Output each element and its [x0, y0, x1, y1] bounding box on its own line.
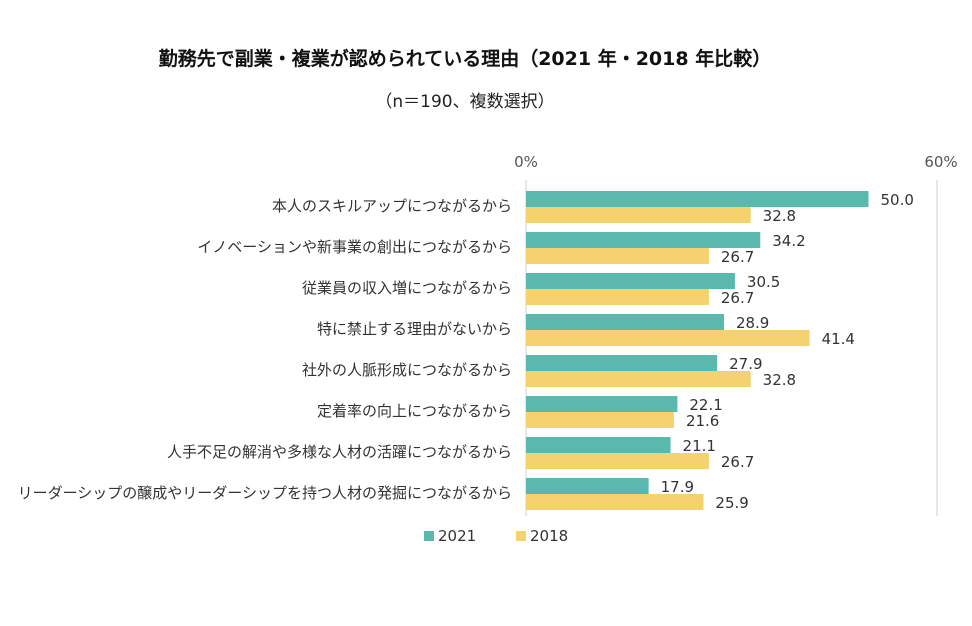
- bar-2018: [526, 494, 704, 510]
- bar-2018: [526, 289, 709, 305]
- value-label: 25.9: [715, 494, 748, 512]
- value-label: 26.7: [721, 289, 754, 307]
- bar-2018: [526, 453, 709, 469]
- bar-2021: [526, 314, 724, 330]
- bar-2021: [526, 355, 718, 371]
- category-label: 従業員の収入増につながるから: [302, 279, 512, 297]
- value-label: 21.6: [686, 412, 719, 430]
- value-label: 26.7: [721, 453, 754, 471]
- value-label: 34.2: [772, 232, 805, 250]
- bar-2021: [526, 232, 761, 248]
- chart-subtitle: （n＝190、複数選択）: [375, 92, 555, 112]
- category-label: 社外の人脈形成につながるから: [302, 361, 512, 379]
- bar-2018: [526, 330, 810, 346]
- x-tick-label: 60%: [924, 153, 957, 171]
- bar-2021: [526, 478, 649, 494]
- value-label: 21.1: [683, 437, 716, 455]
- category-label: リーダーシップの醸成やリーダーシップを持つ人材の発掘につながるから: [18, 484, 512, 502]
- bar-2018: [526, 371, 751, 387]
- bar-2018: [526, 207, 751, 223]
- legend-swatch-2018: [516, 531, 526, 541]
- bar-2021: [526, 396, 678, 412]
- value-label: 26.7: [721, 248, 754, 266]
- value-label: 41.4: [822, 330, 855, 348]
- category-label: 定着率の向上につながるから: [317, 402, 512, 420]
- category-label: 特に禁止する理由がないから: [317, 320, 512, 338]
- chart-title: 勤務先で副業・複業が認められている理由（2021 年・2018 年比較）: [158, 48, 772, 70]
- category-label: 人手不足の解消や多様な人材の活躍につながるから: [167, 443, 512, 461]
- value-label: 27.9: [729, 355, 762, 373]
- legend-label: 2021: [438, 527, 476, 545]
- bar-2021: [526, 191, 869, 207]
- value-label: 32.8: [763, 371, 796, 389]
- value-label: 22.1: [689, 396, 722, 414]
- category-label: イノベーションや新事業の創出につながるから: [197, 238, 512, 256]
- bar-2018: [526, 248, 709, 264]
- value-label: 32.8: [763, 207, 796, 225]
- legend-swatch-2021: [424, 531, 434, 541]
- category-label: 本人のスキルアップにつながるから: [272, 197, 512, 215]
- bar-2021: [526, 273, 735, 289]
- value-label: 17.9: [661, 478, 694, 496]
- bar-2018: [526, 412, 674, 428]
- value-label: 30.5: [747, 273, 780, 291]
- bar-2021: [526, 437, 671, 453]
- legend-label: 2018: [530, 527, 568, 545]
- value-label: 28.9: [736, 314, 769, 332]
- value-label: 50.0: [881, 191, 914, 209]
- x-tick-label: 0%: [514, 153, 538, 171]
